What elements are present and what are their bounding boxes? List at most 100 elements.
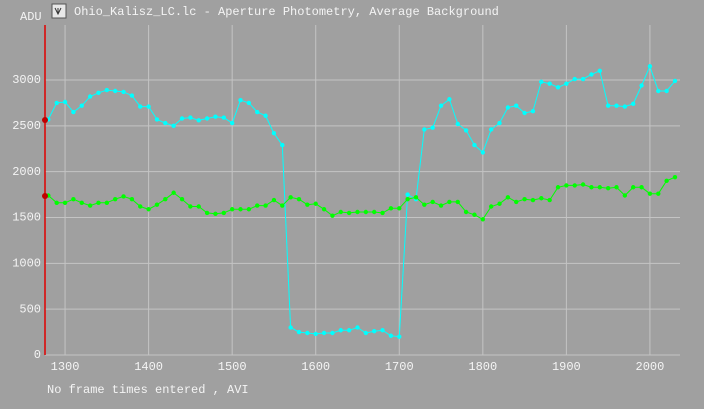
data-point [321,330,327,336]
data-point [138,204,143,209]
data-point [112,196,118,202]
data-point [614,185,619,190]
data-point [296,329,302,335]
data-point [229,120,235,126]
data-point [213,114,218,119]
data-point [572,76,577,82]
data-point [605,185,611,191]
data-point [146,104,151,109]
data-point [547,197,552,203]
data-point [104,87,110,93]
data-point [380,210,385,216]
y-tick-label: 2000 [12,165,41,179]
y-tick-label: 3000 [12,73,41,87]
cursor-dot [42,117,48,123]
data-point [622,193,628,198]
data-point [463,209,469,215]
data-point [196,118,201,123]
data-point [188,204,193,209]
data-point [79,200,84,206]
data-point [455,121,460,127]
data-point [371,328,377,334]
data-point [539,79,544,85]
data-point [355,325,360,330]
app-icon-glyph [54,7,62,16]
data-point [555,85,561,90]
data-point [472,212,477,217]
data-point [530,197,536,203]
data-point [280,203,285,208]
data-point [472,142,477,148]
data-point [54,200,59,206]
data-point [305,202,310,207]
series-line [47,176,676,220]
data-point [480,150,486,155]
data-point [171,190,176,195]
data-point [62,99,68,105]
data-point [547,81,552,86]
data-point [514,103,519,108]
data-point [96,90,101,96]
data-point [455,199,460,205]
y-tick-label: 1500 [12,211,41,225]
x-tick-label: 1500 [218,360,247,374]
y-tick-label: 2500 [12,119,41,133]
data-point [422,202,427,207]
data-point [62,200,68,206]
data-point [255,109,260,115]
data-point [555,185,561,190]
data-point [413,195,419,200]
data-point [505,105,511,110]
data-point [480,217,486,222]
data-point [238,97,243,103]
data-point [589,72,594,77]
data-point [129,93,135,98]
data-point [572,183,577,188]
data-point [196,204,201,209]
data-point [647,64,653,69]
data-point [438,103,444,108]
data-point [263,113,268,118]
x-tick-label: 1800 [468,360,497,374]
data-point [631,101,636,107]
data-point [488,204,494,209]
data-point [405,196,410,202]
data-point [71,196,76,202]
data-point [288,325,293,330]
data-point [87,203,93,208]
data-point [280,142,285,148]
x-tick-label: 1400 [134,360,163,374]
data-point [530,108,536,114]
data-point [171,123,176,129]
data-point [664,88,669,94]
data-point [647,191,653,196]
data-point [363,330,369,336]
series-line [47,64,676,338]
data-point [622,104,628,109]
y-tick-label: 1000 [12,257,41,271]
data-point [330,213,335,218]
data-point [229,207,235,212]
data-point [204,210,210,216]
data-point [112,88,118,94]
data-point [330,330,335,336]
cursor-dot [42,193,48,199]
chart-title: Ohio_Kalisz_LC.lc - Aperture Photometry,… [74,5,499,19]
data-point [96,200,101,206]
data-point [104,200,110,206]
data-point [146,207,151,212]
data-point [564,183,569,188]
data-point [488,127,494,132]
data-point [346,210,352,216]
data-point [221,115,227,120]
data-point [154,202,160,207]
data-point [656,88,661,94]
data-point [238,207,243,212]
data-point [664,178,669,184]
footer: No frame times entered , AVI [47,383,249,397]
data-point [522,110,527,116]
x-tick-label: 1600 [301,360,330,374]
data-point [605,103,611,108]
data-point [388,333,394,338]
